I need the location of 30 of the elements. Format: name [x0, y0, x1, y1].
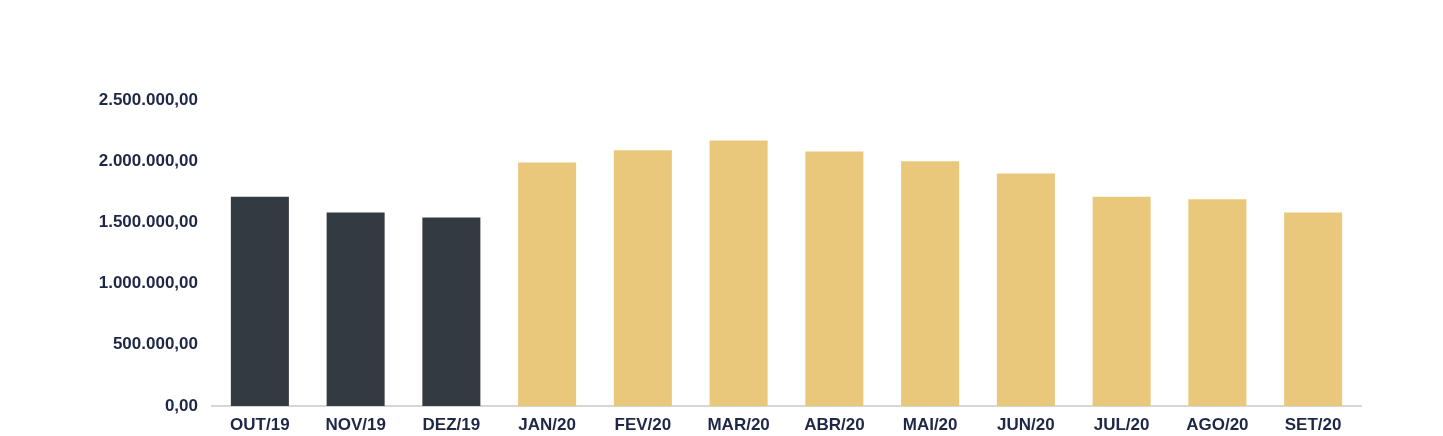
y-tick-label: 500.000,00	[112, 334, 198, 354]
bar	[996, 173, 1055, 406]
x-tick-label: FEV/20	[614, 414, 672, 434]
x-tick-label: DEZ/19	[422, 414, 481, 434]
x-tick-label: JUL/20	[1093, 414, 1150, 434]
bar	[326, 212, 385, 406]
y-tick-label: 1.000.000,00	[98, 273, 198, 293]
bar	[1092, 196, 1151, 406]
x-tick-label: MAR/20	[707, 414, 770, 434]
y-tick-label: 1.500.000,00	[98, 212, 198, 232]
bar	[613, 150, 672, 406]
bar	[901, 161, 960, 406]
y-tick-label: 2.500.000,00	[98, 89, 198, 109]
bar	[805, 151, 864, 406]
x-tick-label: SET/20	[1284, 414, 1342, 434]
x-tick-label: NOV/19	[325, 414, 386, 434]
x-tick-label: AGO/20	[1186, 414, 1249, 434]
bar	[422, 217, 481, 406]
bar	[1188, 199, 1247, 406]
y-tick-label: 0,00	[164, 395, 198, 415]
y-tick-label: 2.000.000,00	[98, 150, 198, 170]
x-tick-label: JUN/20	[997, 414, 1055, 434]
x-tick-label: MAI/20	[902, 414, 958, 434]
x-tick-label: JAN/20	[518, 414, 576, 434]
bar	[230, 196, 289, 406]
x-tick-label: ABR/20	[804, 414, 865, 434]
bar	[1284, 212, 1343, 406]
x-tick-label: OUT/19	[230, 414, 290, 434]
bar	[518, 162, 577, 406]
bar	[709, 140, 768, 406]
